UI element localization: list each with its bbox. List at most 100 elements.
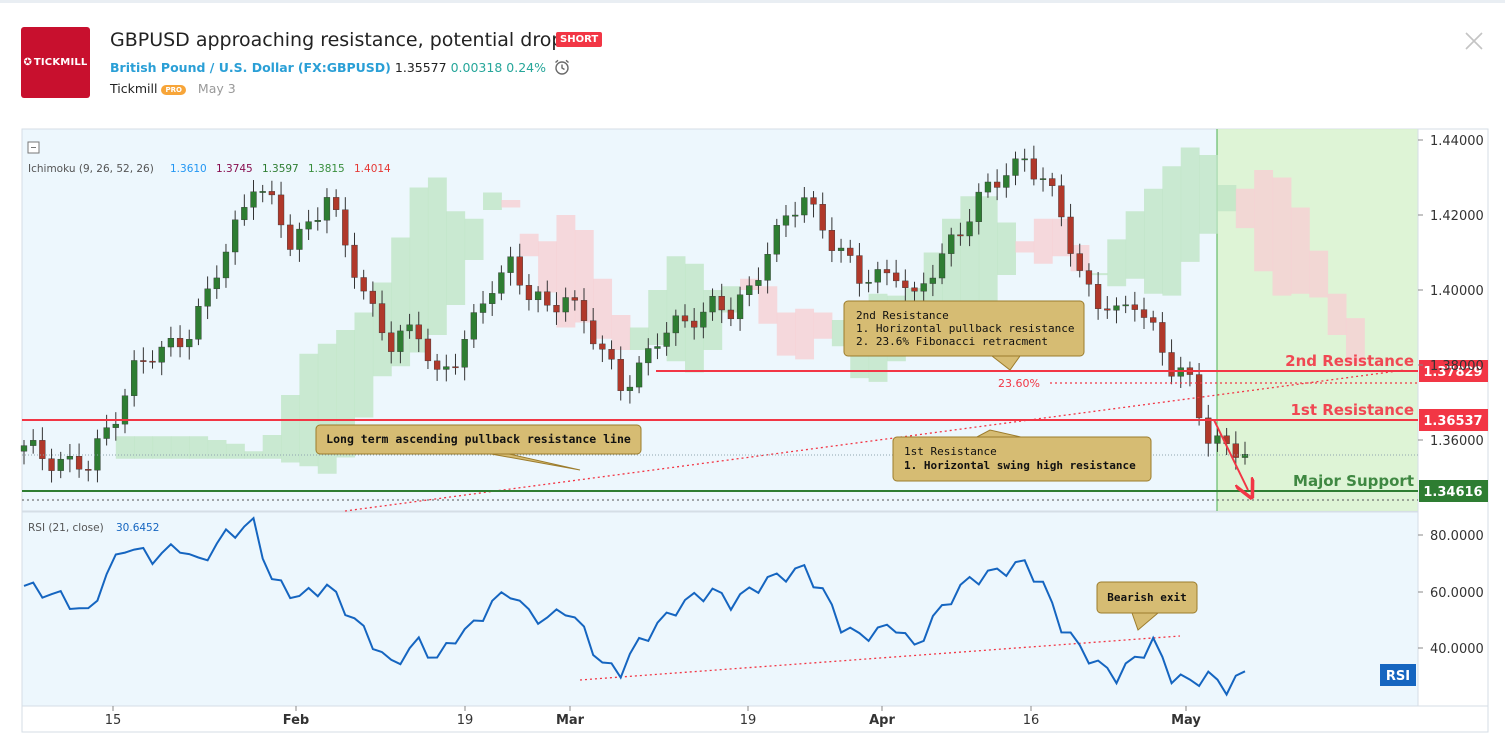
collapse-icon[interactable] xyxy=(27,141,40,154)
cloud-segment xyxy=(629,327,649,350)
alarm-clock-icon[interactable] xyxy=(553,58,571,76)
close-icon[interactable] xyxy=(1463,30,1485,52)
ichimoku-value-3: 1.3815 xyxy=(308,163,345,175)
cloud-segment xyxy=(501,200,521,208)
ichimoku-value-1: 1.3745 xyxy=(216,163,253,175)
svg-text:1. Horizontal swing high resis: 1. Horizontal swing high resistance xyxy=(904,459,1136,472)
candle-body xyxy=(792,214,799,217)
horizontal-levels: 2nd Resistance 1.37829 1st Resistance 1.365… xyxy=(22,352,1488,502)
candle-body xyxy=(874,269,881,283)
cloud-segment xyxy=(152,436,172,459)
cloud-segment xyxy=(813,312,833,339)
cloud-segment xyxy=(795,308,815,360)
cloud-segment xyxy=(978,196,998,311)
annotation-ascending-line[interactable]: Long term ascending pullback resistance … xyxy=(315,424,642,471)
logo-mark-icon: ✪ xyxy=(23,57,32,68)
time-tick-label: May xyxy=(1171,713,1201,728)
annotation-2nd-resistance[interactable]: 2nd Resistance 1. Horizontal pullback re… xyxy=(843,300,1085,371)
candle-body xyxy=(85,469,92,471)
cloud-segment xyxy=(1309,250,1329,298)
time-tick-label: Apr xyxy=(869,713,895,728)
candle-body xyxy=(1039,178,1047,180)
cloud-segment xyxy=(1272,177,1292,296)
candle-body xyxy=(232,219,239,253)
candle-body xyxy=(149,360,156,363)
level-price-label-0: 1.37829 xyxy=(1423,365,1482,380)
candle-body xyxy=(1094,284,1102,309)
level-price-tag-2 xyxy=(1419,480,1488,502)
cloud-segment xyxy=(1345,318,1365,364)
candle-body xyxy=(782,215,790,226)
projection-arrow xyxy=(1213,419,1248,490)
level-price-label-2: 1.34616 xyxy=(1423,485,1482,500)
tickmill-logo: ✪ TICKMILL xyxy=(21,27,90,98)
cloud-segment xyxy=(1217,185,1237,212)
candle-body xyxy=(590,320,597,345)
annotation-bearish-exit[interactable]: Bearish exit xyxy=(1096,581,1198,631)
candle-body xyxy=(489,293,496,304)
candle-body xyxy=(296,228,303,250)
candle-body xyxy=(1159,322,1166,353)
candle-body xyxy=(920,283,927,292)
cloud-segment xyxy=(942,218,961,317)
symbol-name-link[interactable]: British Pound / U.S. Dollar xyxy=(110,60,294,75)
rsi-tick-label: 40.0000 xyxy=(1430,642,1484,657)
candle-body xyxy=(975,191,982,222)
candle-body xyxy=(534,291,542,301)
cloud-segment xyxy=(1125,211,1145,279)
candle-body xyxy=(140,360,147,362)
cloud-segment xyxy=(354,312,374,418)
candle-body xyxy=(1021,158,1028,161)
candle-body xyxy=(507,256,514,273)
cloud-segment xyxy=(391,237,411,367)
candle-body xyxy=(617,359,624,391)
candle-body xyxy=(1113,305,1120,311)
cloud-segment xyxy=(1052,218,1072,257)
candle-body xyxy=(186,339,193,348)
candle-body xyxy=(957,234,964,237)
svg-text:2. 23.6% Fibonacci retracment: 2. 23.6% Fibonacci retracment xyxy=(856,335,1048,348)
author-line: Tickmill PRO May 3 xyxy=(110,81,236,96)
candle-body xyxy=(397,330,404,352)
cloud-segment xyxy=(1254,170,1274,272)
candle-body xyxy=(1058,185,1065,218)
candle-body xyxy=(764,254,771,281)
price-tick-label: 1.44000 xyxy=(1430,134,1484,149)
axes: 1.44000 1.42000 1.40000 1.38000 1.36000 80.00… xyxy=(105,134,1484,728)
cloud-segment xyxy=(538,241,557,293)
candles xyxy=(20,145,1249,483)
candle-body xyxy=(48,458,55,471)
cloud-segment xyxy=(115,436,135,459)
annotation-1st-resistance[interactable]: 1st Resistance 1. Horizontal swing high … xyxy=(892,429,1152,482)
level-price-label-1: 1.36537 xyxy=(1423,414,1482,429)
candle-body xyxy=(452,366,459,369)
price-tick-label: 1.40000 xyxy=(1430,284,1484,299)
author-name[interactable]: Tickmill xyxy=(110,81,158,96)
cloud-segment xyxy=(409,187,429,353)
candle-body xyxy=(1104,308,1111,311)
candle-body xyxy=(369,290,376,304)
time-tick-label: Feb xyxy=(283,713,309,728)
candle-body xyxy=(351,244,358,278)
candle-body xyxy=(626,386,634,391)
cloud-segment xyxy=(593,278,613,339)
candle-body xyxy=(167,338,175,348)
candle-body xyxy=(158,346,165,363)
candle-body xyxy=(837,247,845,251)
ichimoku-value-0: 1.3610 xyxy=(170,163,207,175)
candle-body xyxy=(993,181,1001,188)
cloud-segment xyxy=(1290,207,1310,294)
candle-body xyxy=(810,197,817,205)
candle-body xyxy=(250,191,257,208)
candle-body xyxy=(828,230,836,251)
candle-body xyxy=(1177,367,1184,377)
ichimoku-value-4: 1.4014 xyxy=(354,163,391,175)
rsi-tick-label: 80.0000 xyxy=(1430,529,1484,544)
candle-body xyxy=(893,272,900,282)
cloud-segment xyxy=(1033,218,1053,264)
candle-body xyxy=(1085,270,1093,285)
candle-body xyxy=(443,366,450,370)
symbol-code-link[interactable]: (FX:GBPUSD) xyxy=(297,60,391,75)
publish-date: May 3 xyxy=(197,81,236,96)
